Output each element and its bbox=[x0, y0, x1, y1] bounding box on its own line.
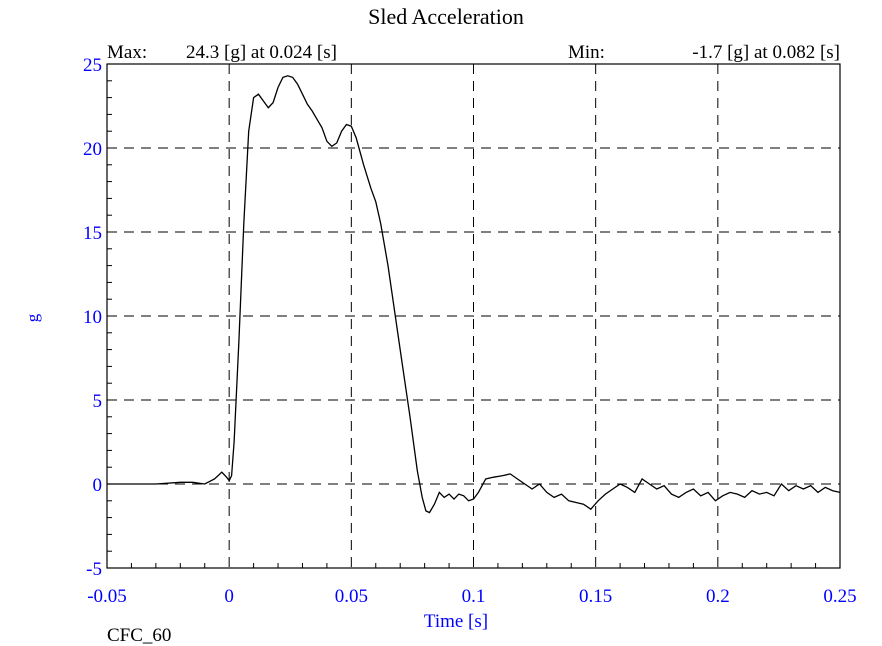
x-tick-label: -0.05 bbox=[87, 586, 127, 607]
min-value: -1.7 [g] at 0.082 [s] bbox=[692, 42, 840, 63]
max-value: 24.3 [g] at 0.024 [s] bbox=[186, 42, 337, 63]
y-tick-label: 15 bbox=[83, 223, 102, 244]
x-tick-label: 0.25 bbox=[823, 586, 856, 607]
y-tick-label: 20 bbox=[83, 139, 102, 160]
filter-label: CFC_60 bbox=[107, 625, 171, 646]
y-tick-label: -5 bbox=[86, 559, 102, 580]
min-label: Min: bbox=[568, 42, 605, 63]
axis-ticks bbox=[107, 80, 817, 568]
x-tick-labels: -0.05 0 0.05 0.1 0.15 0.2 0.25 bbox=[87, 586, 856, 607]
x-tick-label: 0.15 bbox=[579, 586, 612, 607]
x-axis-label: Time [s] bbox=[424, 611, 488, 632]
x-tick-label: 0 bbox=[224, 586, 234, 607]
y-tick-label: 5 bbox=[93, 391, 103, 412]
y-tick-label: 0 bbox=[93, 475, 103, 496]
plot-frame bbox=[106, 63, 841, 569]
y-axis-label: g bbox=[23, 313, 42, 322]
x-tick-label: 0.2 bbox=[706, 586, 730, 607]
y-tick-label: 10 bbox=[83, 307, 102, 328]
chart-title: Sled Acceleration bbox=[368, 4, 524, 29]
series-line bbox=[107, 75, 841, 514]
y-tick-labels: -5 0 5 10 15 20 25 bbox=[83, 55, 102, 580]
x-tick-label: 0.1 bbox=[462, 586, 486, 607]
grid bbox=[107, 64, 840, 568]
max-label: Max: bbox=[107, 42, 147, 63]
x-tick-label: 0.05 bbox=[335, 586, 368, 607]
y-tick-label: 25 bbox=[83, 55, 102, 76]
